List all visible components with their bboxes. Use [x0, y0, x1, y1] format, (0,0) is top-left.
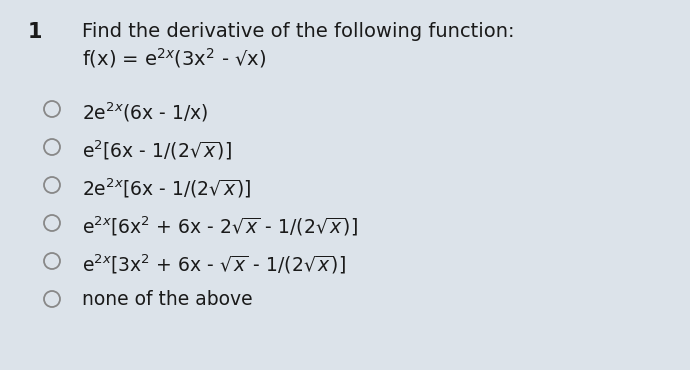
Text: Find the derivative of the following function:: Find the derivative of the following fun… [82, 22, 515, 41]
Text: e$^{2x}$[6x$^{2}$ + 6x - 2$\sqrt{x}$ - 1/(2$\sqrt{x}$)]: e$^{2x}$[6x$^{2}$ + 6x - 2$\sqrt{x}$ - 1… [82, 214, 358, 238]
Text: none of the above: none of the above [82, 290, 253, 309]
Text: 1: 1 [28, 22, 43, 42]
Text: e$^{2x}$[3x$^{2}$ + 6x - $\sqrt{x}$ - 1/(2$\sqrt{x}$)]: e$^{2x}$[3x$^{2}$ + 6x - $\sqrt{x}$ - 1/… [82, 252, 346, 276]
Text: 2e$^{2x}$(6x - 1/x): 2e$^{2x}$(6x - 1/x) [82, 100, 208, 124]
Text: 2e$^{2x}$[6x - 1/(2$\sqrt{x}$)]: 2e$^{2x}$[6x - 1/(2$\sqrt{x}$)] [82, 176, 252, 199]
Text: e$^{2}$[6x - 1/(2$\sqrt{x}$)]: e$^{2}$[6x - 1/(2$\sqrt{x}$)] [82, 138, 232, 161]
Text: f(x) = e$^{2x}$(3x$^{2}$ - √x): f(x) = e$^{2x}$(3x$^{2}$ - √x) [82, 46, 266, 70]
